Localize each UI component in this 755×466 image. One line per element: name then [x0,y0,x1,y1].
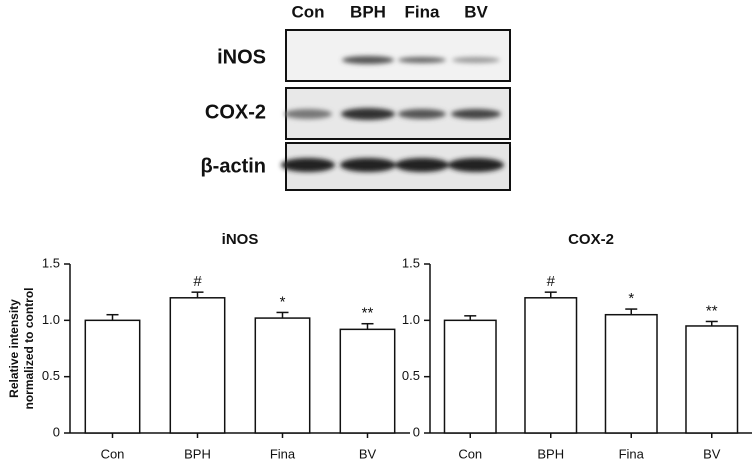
row-label: COX-2 [205,101,266,123]
x-tick-label: BV [359,446,377,461]
x-tick-label: BPH [537,446,564,461]
bar [685,325,739,434]
row-label: β-actin [200,155,266,177]
lane-label: BPH [350,2,386,21]
bar [443,319,497,434]
y-tick-label: 0.5 [402,368,420,383]
x-tick-label: Con [101,446,125,461]
significance-label: * [280,293,286,310]
y-tick-label: 1.5 [402,255,420,270]
x-tick-label: BPH [184,446,211,461]
bar [524,297,578,434]
y-axis-label-line: Relative intensity [7,299,21,398]
y-axis-label-line: normalized to control [22,287,36,409]
bar [169,297,226,434]
chart-title: COX-2 [568,231,614,248]
bar [339,328,396,434]
y-tick-label: 0 [53,424,60,439]
blot: Con BPH Fina BV iNOS COX-2 β-actin [200,2,511,191]
y-tick-label: 0 [413,424,420,439]
bar [604,313,658,434]
chart-title: iNOS [222,231,259,248]
row-label: iNOS [217,46,266,68]
bands [281,56,504,172]
bar [84,319,141,434]
lane-label: Con [291,2,324,21]
significance-label: * [628,290,634,307]
x-tick-label: Con [458,446,482,461]
significance-label: ** [706,302,718,319]
x-tick-label: BV [703,446,721,461]
significance-label: ** [362,305,374,322]
y-tick-label: 0.5 [42,368,60,383]
x-tick-label: Fina [619,446,645,461]
y-axis-label: Relative intensitynormalized to control [7,287,36,409]
y-tick-label: 1.5 [42,255,60,270]
blot-panel [285,29,511,82]
significance-label: # [547,273,556,290]
significance-label: # [193,273,202,290]
y-tick-label: 1.0 [42,312,60,327]
x-tick-label: Fina [270,446,296,461]
y-tick-label: 1.0 [402,312,420,327]
lane-label: Fina [405,2,440,21]
lane-label: BV [464,2,488,21]
bar [254,317,311,434]
